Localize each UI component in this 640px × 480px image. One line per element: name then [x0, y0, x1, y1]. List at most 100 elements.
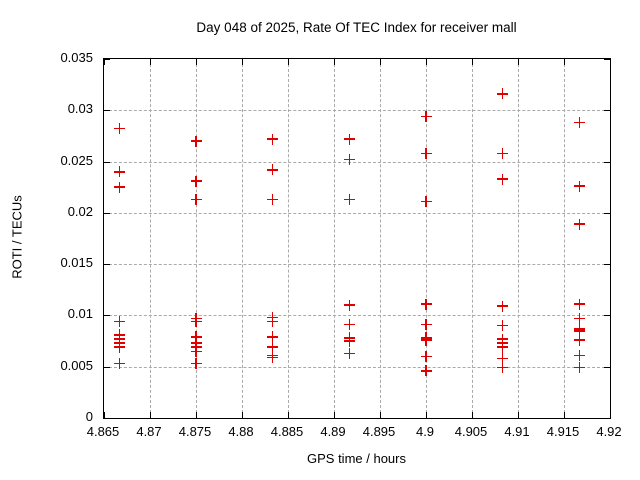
x-gridline	[150, 59, 151, 418]
data-point-marker	[420, 298, 432, 310]
x-gridline	[426, 59, 427, 418]
data-point-marker	[574, 313, 586, 324]
y-gridline	[104, 264, 610, 266]
chart-title: Day 048 of 2025, Rate Of TEC Index for r…	[196, 20, 517, 35]
x-tick-label: 4.88	[228, 424, 254, 439]
x-tick-mark	[242, 412, 243, 418]
x-tick-label: 4.87	[136, 424, 162, 439]
y-tick-mark	[104, 110, 110, 112]
x-tick-label: 4.875	[178, 424, 212, 439]
x-tick-mark	[288, 59, 289, 65]
y-tick-mark	[604, 161, 610, 163]
data-point-marker	[190, 175, 202, 187]
x-tick-mark	[472, 59, 473, 65]
y-tick-mark	[104, 418, 110, 419]
data-point-marker	[344, 133, 356, 145]
data-point-marker	[496, 341, 508, 353]
data-point-marker	[114, 123, 126, 135]
data-point-marker	[114, 166, 126, 178]
data-point-marker	[574, 218, 586, 230]
data-point-marker	[574, 117, 586, 129]
data-point-marker	[266, 316, 278, 328]
y-tick-mark	[604, 366, 610, 368]
data-point-marker	[266, 341, 278, 353]
data-point-marker	[420, 350, 432, 362]
y-tick-mark	[104, 59, 110, 60]
data-point-marker	[344, 347, 356, 359]
data-point-marker	[190, 345, 202, 357]
data-point-marker	[574, 180, 586, 192]
data-point-marker	[496, 320, 508, 332]
data-point-marker	[266, 331, 278, 343]
data-point-marker	[344, 319, 356, 331]
y-gridline	[104, 161, 610, 163]
data-point-marker	[190, 358, 202, 370]
x-tick-mark	[334, 412, 335, 418]
x-tick-label: 4.895	[362, 424, 396, 439]
data-point-marker	[574, 334, 586, 346]
x-tick-mark	[518, 412, 519, 418]
plot-area	[103, 58, 611, 419]
x-tick-mark	[150, 412, 151, 418]
x-gridline	[334, 59, 335, 418]
x-tick-mark	[610, 412, 611, 418]
data-point-marker	[266, 164, 278, 176]
x-tick-mark	[610, 59, 611, 65]
x-gridline	[564, 59, 565, 418]
data-point-marker	[420, 319, 432, 331]
x-tick-label: 4.91	[504, 424, 530, 439]
y-tick-mark	[604, 59, 610, 60]
y-tick-label: 0.03	[67, 101, 93, 117]
x-tick-mark	[564, 412, 565, 418]
y-tick-mark	[104, 264, 110, 266]
x-tick-label: 4.915	[546, 424, 580, 439]
data-point-marker	[420, 365, 432, 377]
data-point-marker	[574, 349, 586, 361]
y-tick-label: 0	[85, 409, 93, 424]
data-point-marker	[496, 173, 508, 185]
data-point-marker	[420, 196, 432, 208]
y-tick-mark	[104, 366, 110, 368]
x-tick-mark	[426, 59, 427, 65]
data-point-marker	[496, 88, 508, 100]
data-point-marker	[496, 300, 508, 312]
data-point-marker	[114, 341, 126, 353]
x-tick-mark	[564, 59, 565, 65]
y-tick-label: 0.035	[60, 50, 93, 65]
data-point-marker	[420, 334, 432, 346]
data-point-marker	[344, 299, 356, 311]
x-gridline	[472, 59, 473, 418]
data-point-marker	[344, 335, 356, 347]
x-gridline	[196, 59, 197, 418]
data-point-marker	[114, 316, 126, 328]
y-gridline	[104, 366, 610, 368]
x-tick-mark	[380, 59, 381, 65]
y-tick-mark	[604, 418, 610, 419]
y-tick-label: 0.015	[60, 255, 93, 271]
data-point-marker	[266, 194, 278, 206]
y-tick-mark	[604, 264, 610, 266]
y-tick-label: 0.005	[60, 357, 93, 373]
y-tick-mark	[604, 315, 610, 317]
y-tick-mark	[604, 110, 610, 112]
data-point-marker	[574, 325, 586, 337]
data-point-marker	[190, 316, 202, 328]
data-point-marker	[266, 133, 278, 145]
data-point-marker	[496, 362, 508, 374]
x-tick-mark	[518, 59, 519, 65]
x-gridline	[380, 59, 381, 418]
x-gridline	[242, 59, 243, 418]
x-tick-label: 4.885	[270, 424, 304, 439]
x-tick-label: 4.92	[596, 424, 622, 439]
x-axis-label: GPS time / hours	[307, 451, 406, 466]
y-tick-mark	[104, 161, 110, 163]
y-tick-mark	[604, 212, 610, 214]
y-tick-mark	[104, 212, 110, 214]
x-tick-mark	[380, 412, 381, 418]
x-tick-mark	[196, 59, 197, 65]
x-tick-mark	[426, 412, 427, 418]
data-point-marker	[190, 194, 202, 206]
x-tick-label: 4.89	[320, 424, 346, 439]
y-gridline	[104, 212, 610, 214]
data-point-marker	[574, 298, 586, 310]
